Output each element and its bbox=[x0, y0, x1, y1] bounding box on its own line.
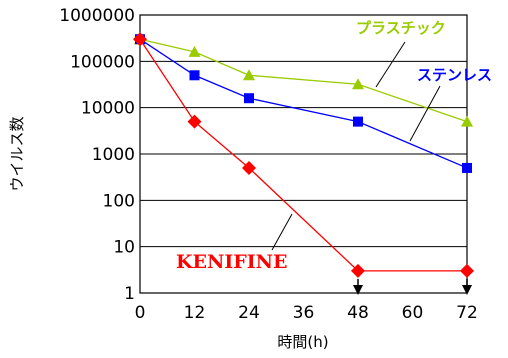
series-point bbox=[188, 45, 201, 57]
plot-frame bbox=[139, 14, 468, 294]
series-line bbox=[139, 38, 468, 169]
series-point bbox=[187, 114, 202, 129]
y-tick-label: 100000 bbox=[70, 52, 135, 72]
x-tick-labels: 0 12 24 36 48 60 72 bbox=[135, 303, 478, 323]
x-tick-label: 72 bbox=[456, 303, 478, 323]
y-tick-label: 100 bbox=[103, 191, 135, 211]
grid-lines bbox=[140, 60, 467, 248]
series-point bbox=[189, 70, 200, 81]
y-axis-title: ウイルス数 bbox=[8, 116, 26, 191]
series-point bbox=[243, 69, 255, 81]
series-point bbox=[460, 263, 474, 278]
series-label-plastic: プラスチック bbox=[356, 19, 446, 37]
arrow-head bbox=[462, 285, 472, 295]
series-label-kenifine: KENIFINE bbox=[176, 251, 287, 273]
y-tick-label: 1 bbox=[124, 284, 135, 304]
x-axis-title: 時間(h) bbox=[277, 333, 328, 351]
x-tick-label: 24 bbox=[238, 303, 260, 323]
series-point bbox=[244, 93, 254, 104]
y-tick-label: 10000 bbox=[81, 99, 135, 119]
x-tick-label: 0 bbox=[135, 303, 146, 323]
x-tick-label: 60 bbox=[402, 303, 424, 323]
below-detection-arrows bbox=[353, 278, 472, 295]
y-tick-label: 1000 bbox=[92, 145, 135, 165]
x-tick-label: 36 bbox=[293, 303, 315, 323]
x-tick-label: 48 bbox=[347, 303, 369, 323]
series-point bbox=[462, 162, 472, 173]
series-label-stainless: ステンレス bbox=[417, 66, 492, 84]
y-tick-label: 1000000 bbox=[59, 6, 135, 26]
y-tick-labels: 1 10 100 1000 10000 100000 1000000 bbox=[59, 6, 135, 304]
series-point bbox=[353, 116, 363, 127]
series-point bbox=[352, 78, 364, 90]
series-point bbox=[133, 32, 147, 47]
series-group bbox=[133, 32, 474, 278]
series-point bbox=[351, 263, 365, 278]
x-tick-label: 12 bbox=[184, 303, 206, 323]
arrow-head bbox=[353, 285, 363, 295]
callout-line bbox=[375, 41, 406, 88]
series-point bbox=[242, 160, 256, 175]
callout-line bbox=[271, 213, 293, 251]
series-point bbox=[461, 115, 473, 127]
callout-line bbox=[409, 85, 441, 142]
y-tick-label: 10 bbox=[113, 238, 135, 258]
